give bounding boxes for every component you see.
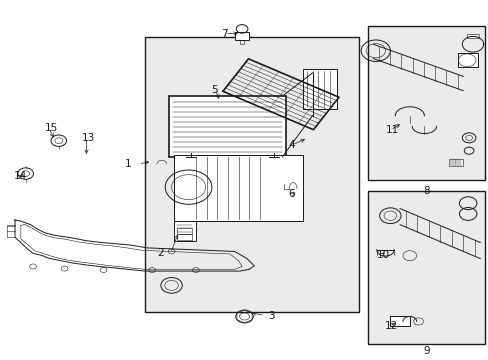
Bar [234, 32, 249, 40]
Text: 6: 6 [287, 189, 294, 199]
Bar [466, 34, 478, 38]
Text: 15: 15 [45, 123, 58, 133]
Bar [177, 228, 192, 234]
Bar [144, 37, 358, 312]
Bar [458, 53, 477, 67]
Bar [177, 234, 192, 240]
Text: 8: 8 [423, 186, 429, 196]
Text: 10: 10 [376, 250, 389, 260]
Bar [302, 69, 336, 109]
Bar [368, 191, 484, 344]
Text: 5: 5 [211, 85, 218, 95]
Text: 11: 11 [385, 125, 398, 135]
Text: 14: 14 [14, 171, 27, 181]
Bar [169, 96, 285, 157]
Text: 13: 13 [81, 133, 95, 143]
Text: 3: 3 [267, 311, 274, 321]
Bar [368, 26, 484, 180]
Text: 1: 1 [125, 159, 131, 169]
Text: 12: 12 [384, 321, 397, 332]
Bar [239, 40, 244, 44]
Bar [174, 155, 302, 221]
Text: 7: 7 [221, 28, 227, 39]
Bar [174, 221, 196, 242]
Bar [389, 316, 409, 327]
Bar [448, 159, 462, 166]
Text: 9: 9 [423, 346, 429, 356]
Text: 2: 2 [157, 248, 164, 258]
Text: 4: 4 [287, 140, 294, 150]
